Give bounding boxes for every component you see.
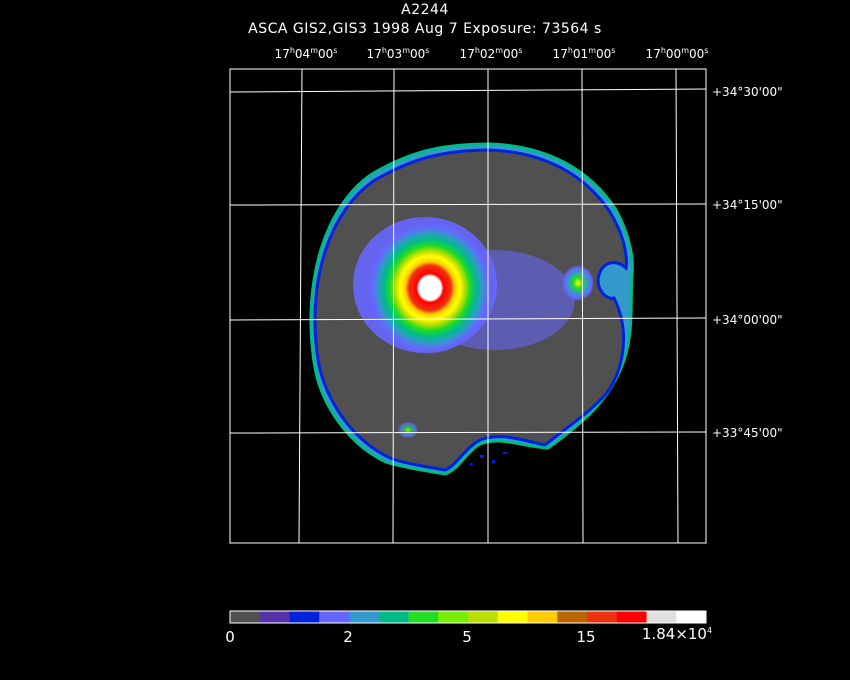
dec-tick: +34°00'00" — [712, 313, 783, 327]
colorbar-swatch — [319, 611, 350, 623]
point-source — [562, 265, 594, 301]
colorbar-swatch — [468, 611, 499, 623]
colorbar-swatch — [438, 611, 469, 623]
colorbar-swatch — [497, 611, 528, 623]
colorbar-swatch — [557, 611, 588, 623]
dec-tick: +34°30'00" — [712, 85, 783, 99]
field-of-view — [314, 150, 627, 470]
dec-tick: +33°45'00" — [712, 426, 783, 440]
colorbar-label-max: 1.84×104 — [641, 625, 713, 643]
ra-tick: 17h00m00s — [645, 46, 709, 61]
plot-title: A2244 — [401, 2, 449, 18]
ra-tick: 17h01m00s — [552, 46, 616, 61]
colorbar-swatch — [259, 611, 290, 623]
plot-frame — [229, 68, 707, 544]
colorbar-swatch — [646, 611, 677, 623]
colorbar-label: 15 — [576, 628, 596, 646]
colorbar-swatch — [676, 611, 707, 623]
colorbar-swatch — [230, 611, 261, 623]
colorbar-label: 5 — [462, 628, 472, 646]
ra-tick: 17h04m00s — [274, 46, 338, 61]
colorbar-swatch — [289, 611, 320, 623]
colorbar-label: 2 — [343, 628, 353, 646]
ra-tick: 17h02m00s — [459, 46, 523, 61]
colorbar-label: 0 — [225, 628, 235, 646]
colorbar-swatch — [349, 611, 380, 623]
ra-tick: 17h03m00s — [366, 46, 430, 61]
colorbar-swatch — [408, 611, 439, 623]
plot-subtitle: ASCA GIS2,GIS3 1998 Aug 7 Exposure: 7356… — [248, 21, 602, 37]
colorbar-swatch — [587, 611, 618, 623]
colorbar — [230, 611, 707, 623]
cluster-core — [368, 222, 492, 354]
colorbar-swatch — [527, 611, 558, 623]
dec-tick: +34°15'00" — [712, 198, 783, 212]
colorbar-swatch — [616, 611, 647, 623]
colorbar-swatch — [378, 611, 409, 623]
coordinate-grid — [229, 68, 707, 544]
